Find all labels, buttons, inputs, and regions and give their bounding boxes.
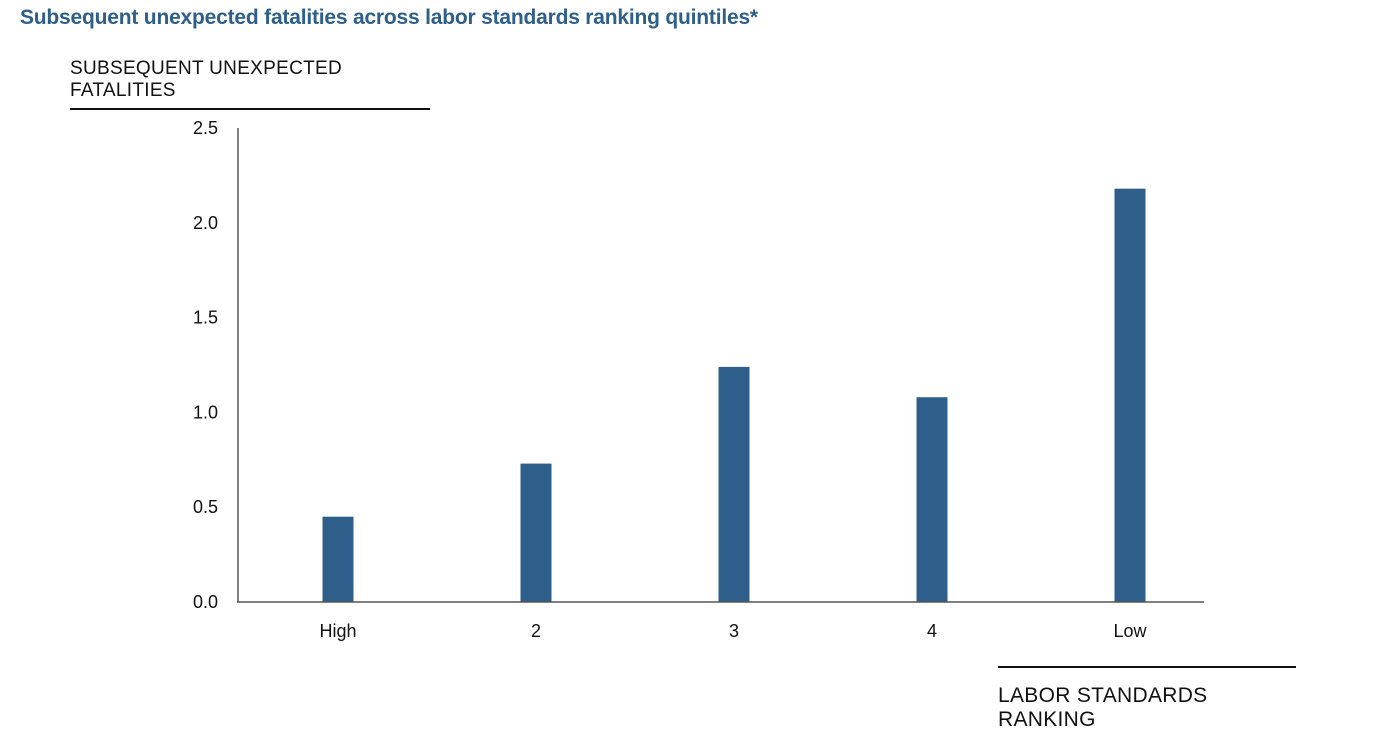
- y-tick-label: 2.5: [193, 118, 218, 138]
- x-tick-label: High: [319, 621, 356, 641]
- bar-3: [718, 366, 750, 602]
- y-tick-labels: 0.0 0.5 1.0 1.5 2.0 2.5: [193, 118, 218, 612]
- y-tick-label: 0.0: [193, 592, 218, 612]
- y-tick-label: 0.5: [193, 497, 218, 517]
- y-tick-label: 2.0: [193, 213, 218, 233]
- x-tick-label: 2: [531, 621, 541, 641]
- x-tick-label: 4: [927, 621, 937, 641]
- bar-low: [1114, 188, 1146, 602]
- y-tick-label: 1.0: [193, 402, 218, 422]
- y-axis-title: SUBSEQUENT UNEXPECTED FATALITIES: [70, 58, 430, 110]
- bars: [322, 188, 1146, 602]
- bar-4: [916, 397, 948, 602]
- x-tick-labels: High 2 3 4 Low: [319, 621, 1147, 641]
- x-tick-label: Low: [1113, 621, 1147, 641]
- bar-2: [520, 463, 552, 602]
- chart-title: Subsequent unexpected fatalities across …: [20, 6, 758, 29]
- bar-high: [322, 516, 354, 602]
- y-tick-label: 1.5: [193, 308, 218, 328]
- x-tick-label: 3: [729, 621, 739, 641]
